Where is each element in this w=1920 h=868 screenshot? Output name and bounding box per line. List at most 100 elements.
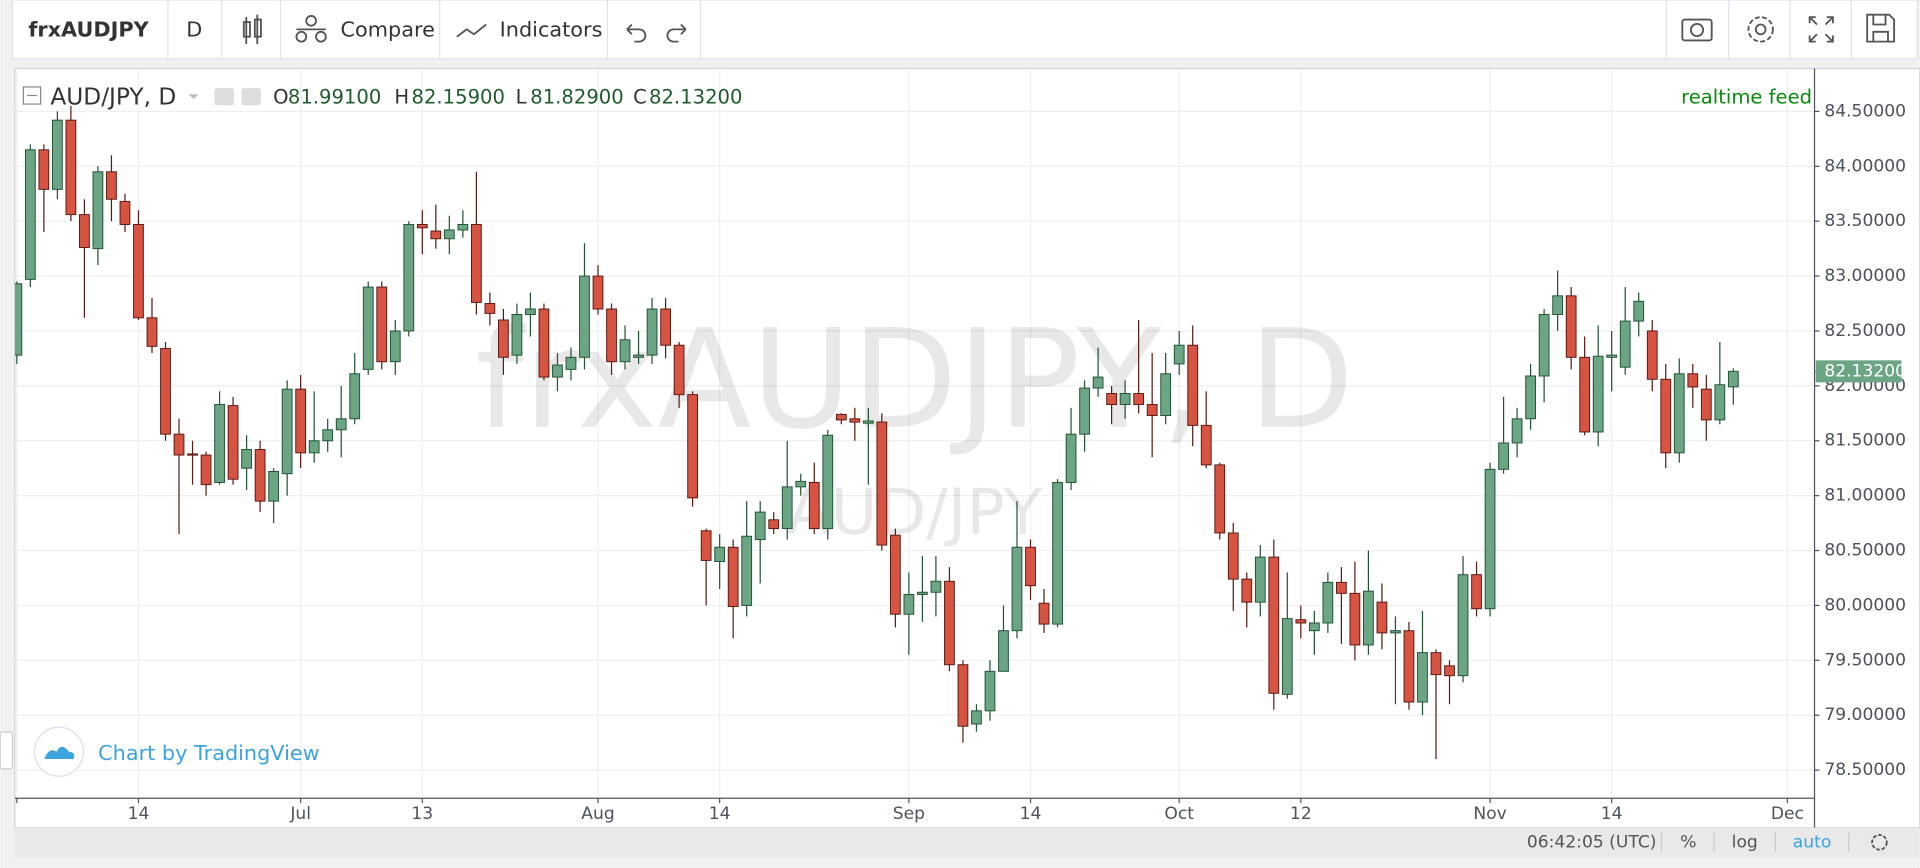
candle-body-down bbox=[1403, 630, 1415, 703]
snapshot-button[interactable] bbox=[1681, 18, 1713, 42]
credit-text[interactable]: Chart by TradingView bbox=[98, 741, 320, 765]
candle-body-down bbox=[1038, 602, 1050, 625]
last-price-box bbox=[1815, 360, 1902, 383]
candle-body-down bbox=[200, 454, 212, 486]
candle-body-down bbox=[254, 449, 266, 502]
candle-body-down bbox=[1700, 388, 1712, 421]
candle-body-up bbox=[998, 630, 1009, 672]
interval-button[interactable]: D bbox=[186, 18, 202, 42]
symbol-button[interactable]: frxAUDJPY bbox=[28, 18, 149, 42]
percent-toggle[interactable]: % bbox=[1680, 832, 1696, 852]
candle-body-up bbox=[403, 223, 415, 332]
candle-body-down bbox=[498, 319, 509, 358]
candle-body-down bbox=[106, 171, 117, 200]
ohlc-value: 82.13200 bbox=[649, 85, 742, 108]
candle-body-up bbox=[281, 388, 293, 475]
undo-button[interactable] bbox=[626, 23, 647, 43]
candle-body-up bbox=[525, 308, 536, 315]
candle-body-down bbox=[700, 530, 712, 561]
candle-body-up bbox=[443, 229, 455, 240]
realtime-feed: realtime feed bbox=[1681, 85, 1812, 108]
candle-body-up bbox=[322, 429, 334, 442]
indicators-button[interactable]: Indicators bbox=[456, 18, 603, 42]
candle-body-down bbox=[133, 223, 144, 319]
candle-body-up bbox=[1322, 581, 1334, 624]
candle-body-up bbox=[917, 591, 928, 595]
toolbar: frxAUDJPY D Compare Indicators bbox=[11, 0, 1918, 60]
format-button[interactable] bbox=[241, 88, 261, 106]
candle-body-down bbox=[1430, 652, 1442, 676]
candle-body-down bbox=[944, 580, 955, 666]
candle-body-down bbox=[1106, 393, 1117, 406]
x-tick-label: 13 bbox=[411, 804, 433, 824]
compare-label[interactable]: Compare bbox=[341, 18, 435, 42]
candle-body-down bbox=[1214, 464, 1226, 534]
tradingview-credit[interactable]: Chart by TradingView bbox=[33, 726, 320, 777]
candle-body-down bbox=[592, 275, 604, 310]
candle-body-up bbox=[362, 286, 374, 370]
legend-dropdown[interactable] bbox=[188, 94, 199, 100]
auto-toggle[interactable]: auto bbox=[1793, 832, 1832, 852]
candle-body-up bbox=[1052, 481, 1063, 625]
candle-body-down bbox=[38, 149, 50, 190]
candle-body-down bbox=[1146, 404, 1158, 416]
candle-body-down bbox=[1444, 665, 1455, 677]
ohlc-key: H bbox=[394, 85, 409, 108]
candle-body-up bbox=[1538, 314, 1550, 377]
save-button[interactable] bbox=[1866, 13, 1896, 43]
ohlc-key: L bbox=[516, 85, 527, 108]
side-toggle[interactable] bbox=[0, 731, 14, 770]
candle-body-up bbox=[1079, 387, 1090, 435]
indicators-label[interactable]: Indicators bbox=[500, 18, 603, 42]
candle-body-up bbox=[1390, 630, 1401, 634]
candle-body-down bbox=[876, 421, 888, 546]
x-tick-label: Oct bbox=[1164, 804, 1194, 824]
candle-body-down bbox=[187, 453, 198, 456]
compare-button[interactable]: Compare bbox=[295, 14, 435, 43]
candle-body-down bbox=[1268, 556, 1280, 694]
candle-body-up bbox=[822, 434, 834, 530]
redo-button[interactable] bbox=[666, 23, 687, 43]
candle-body-down bbox=[227, 405, 239, 480]
candle-body-down bbox=[1335, 581, 1347, 594]
visibility-button[interactable] bbox=[214, 88, 235, 106]
candle-body-up bbox=[1254, 556, 1266, 603]
candle-body-up bbox=[565, 356, 577, 370]
candle-body-up bbox=[1417, 652, 1428, 703]
candle-body-up bbox=[92, 171, 104, 250]
candle-body-up bbox=[1727, 370, 1739, 388]
candle-body-down bbox=[606, 308, 617, 363]
candle-body-up bbox=[633, 354, 644, 358]
candle-body-down bbox=[1133, 393, 1145, 406]
candle-body-up bbox=[1119, 393, 1131, 406]
candle-body-up bbox=[457, 223, 469, 231]
candle-body-up bbox=[1511, 418, 1523, 444]
candle-body-up bbox=[1498, 442, 1509, 470]
candle-body-up bbox=[930, 580, 942, 593]
candle-body-up bbox=[1484, 468, 1496, 610]
settings-button[interactable] bbox=[1747, 16, 1774, 43]
candle-body-up bbox=[984, 670, 996, 712]
log-toggle[interactable]: log bbox=[1732, 832, 1758, 852]
candle-body-down bbox=[727, 546, 739, 608]
candle-body-up bbox=[781, 486, 793, 530]
ohlc-key: C bbox=[633, 85, 647, 108]
candle-body-down bbox=[1660, 378, 1672, 454]
candle-body-down bbox=[1295, 619, 1307, 624]
y-tick-label: 80.50000 bbox=[1824, 541, 1906, 561]
candle-body-up bbox=[1633, 300, 1645, 322]
candle-body-down bbox=[1376, 601, 1388, 634]
candle-body-down bbox=[808, 481, 820, 530]
x-tick-label: 14 bbox=[1601, 804, 1623, 824]
candle-body-down bbox=[1565, 295, 1577, 358]
axes: 78.50000 79.00000 79.50000 80.00000 80.50000… bbox=[16, 101, 1906, 824]
chart-style-button[interactable] bbox=[242, 14, 262, 45]
candle-body-up bbox=[971, 710, 982, 725]
candle-body-down bbox=[1241, 578, 1253, 603]
footer-settings[interactable] bbox=[1871, 834, 1888, 851]
last-price-label: 82.13200 bbox=[1824, 361, 1906, 381]
fullscreen-button[interactable] bbox=[1808, 16, 1834, 43]
legend: AUD/JPY, D O 81.99100 H 82.15900 L 81.82900 C 8… bbox=[22, 83, 1812, 110]
candle-body-down bbox=[1646, 330, 1658, 380]
